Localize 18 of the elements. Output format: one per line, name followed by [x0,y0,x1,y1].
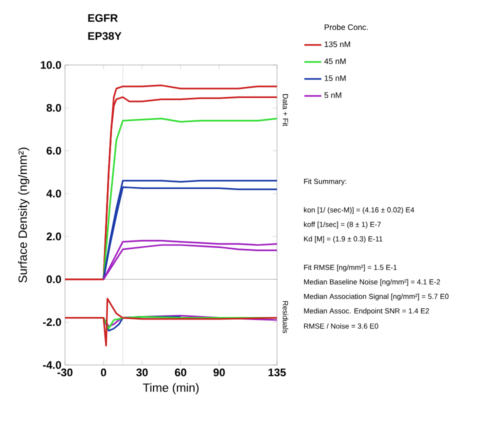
y-tick-label: -4.0 [43,361,62,369]
y-tick-label: 0.0 [46,275,62,284]
y-tick-label: -2.0 [43,318,62,326]
x-tick-label: 30 [136,368,148,376]
y-tick-label: 10.0 [40,61,62,69]
x-tick-label: 60 [174,368,186,376]
chart-subtitle: EP38Y [88,32,122,40]
y-tick-label: 8.0 [46,104,62,112]
y-tick-label: 4.0 [46,190,62,198]
x-tick-label: 90 [213,368,225,376]
y-tick-label: 6.0 [46,146,62,155]
chart-title: EGFR [88,14,118,22]
x-tick-label: 135 [268,368,286,376]
x-tick-label: -30 [58,368,72,376]
x-axis-title: Time (min) [142,383,199,394]
y-tick-label: 2.0 [46,232,62,240]
y-axis-title: Surface Density (ng/mm²) [18,148,30,283]
x-tick-label: 0 [100,368,106,376]
